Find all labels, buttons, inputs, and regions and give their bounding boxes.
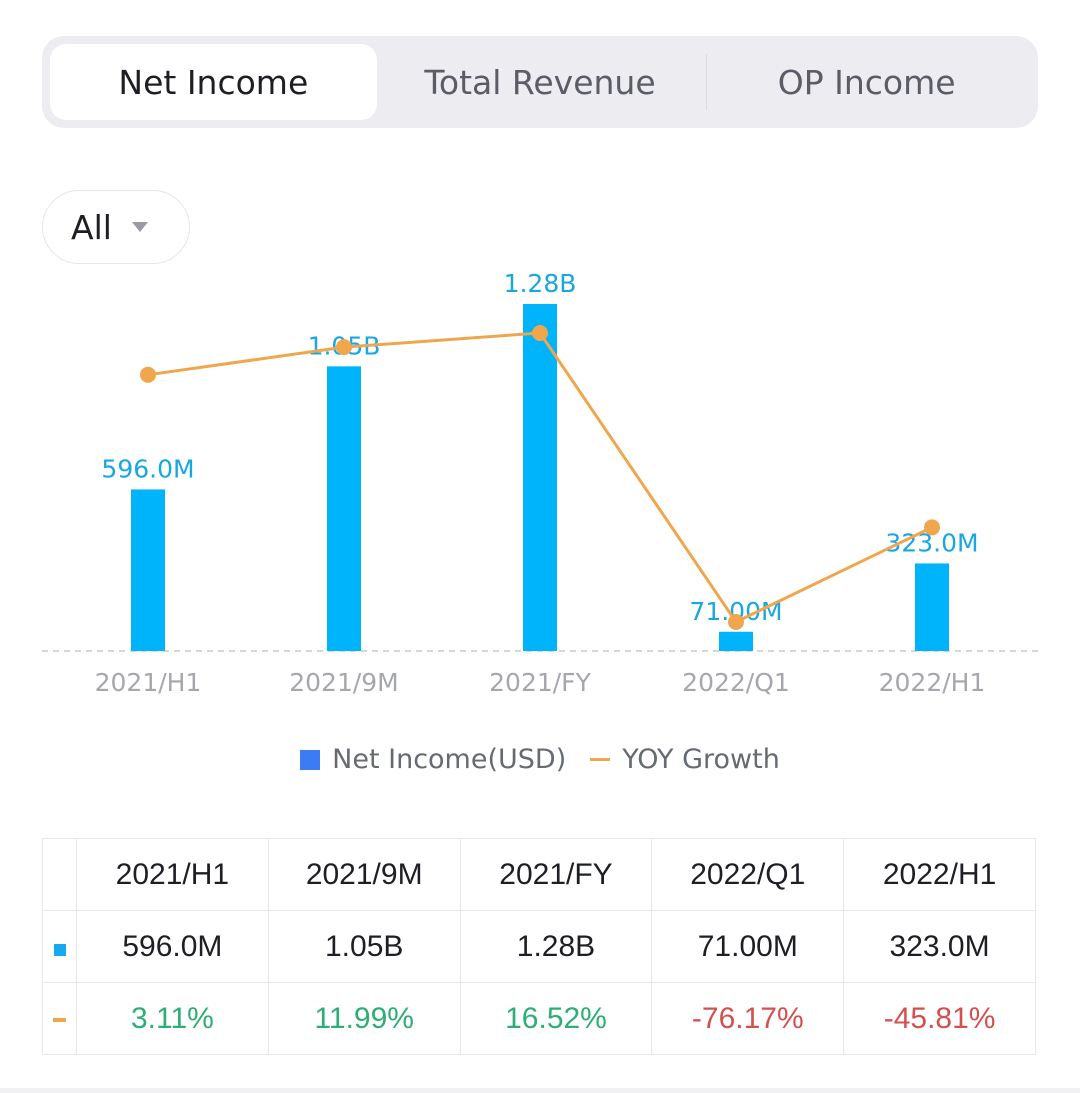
row-marker-cell [42,982,77,1055]
table-cell-growth: -76.17% [651,982,845,1055]
table-cell-growth: 3.11% [76,982,269,1055]
table-cell-growth: 11.99% [267,982,461,1055]
x-tick-label: 2021/H1 [95,668,202,697]
legend-bar-label: Net Income(USD) [332,744,567,775]
x-tick-label: 2022/Q1 [682,668,790,697]
x-tick-label: 2022/H1 [879,668,986,697]
table-header-cell: 2021/H1 [76,838,269,911]
table-cell-growth: -45.81% [843,982,1036,1055]
tab-divider [706,54,707,110]
table-cell: 596.0M [76,910,269,983]
table-cell-growth: 16.52% [459,982,653,1055]
table-header-cell: 2021/FY [459,838,653,911]
chevron-down-icon [131,222,148,232]
bar-mark [915,563,949,651]
table-header-cell: 2021/9M [267,838,461,911]
table-cell: 1.05B [267,910,461,983]
bar-mark [327,366,361,651]
bar-mark [719,631,753,651]
metric-tabs: Net Income Total Revenue OP Income [42,36,1038,128]
table-header-row: 2021/H1 2021/9M 2021/FY 2022/Q1 2022/H1 [42,838,1036,911]
yoy-point [532,325,548,341]
tab-total-revenue[interactable]: Total Revenue [424,62,656,102]
yoy-point [140,366,156,383]
bar-mark [131,489,165,651]
legend-item-net-income[interactable]: Net Income(USD) [300,744,566,775]
bar-series-marker-icon [53,943,66,956]
yoy-point [924,519,940,536]
table-cell: 323.0M [843,910,1036,983]
legend-item-yoy[interactable]: YOY Growth [590,744,780,775]
table-row-yoy-growth: 3.11% 11.99% 16.52% -76.17% -45.81% [42,982,1036,1055]
table-header-cell: 2022/Q1 [651,838,845,911]
tab-net-income[interactable]: Net Income [50,44,377,120]
table-row-net-income: 596.0M 1.05B 1.28B 71.00M 323.0M [42,910,1036,983]
data-table: 2021/H1 2021/9M 2021/FY 2022/Q1 2022/H1 … [42,838,1036,1055]
legend-line-label: YOY Growth [622,744,780,775]
table-header-cell: 2022/H1 [843,838,1036,911]
legend-bar-swatch [300,749,321,770]
net-income-chart: 596.0M2021/H11.05B2021/9M1.28B2021/FY71.… [42,269,1038,697]
legend-line-swatch [590,758,611,761]
row-marker-cell [42,910,77,983]
line-series-marker-icon [53,1017,66,1022]
chart-legend: Net Income(USD) YOY Growth [0,744,1080,775]
bar-mark [523,304,557,651]
x-tick-label: 2021/FY [489,668,591,697]
tab-op-income[interactable]: OP Income [777,62,956,102]
table-cell: 1.28B [459,910,653,983]
bar-data-label: 596.0M [101,454,194,483]
period-filter-label: All [71,207,112,247]
bottom-divider [0,1088,1080,1093]
period-filter-dropdown[interactable]: All [42,190,190,264]
table-corner-cell [42,838,77,911]
x-tick-label: 2021/9M [289,668,399,697]
yoy-point [728,614,744,630]
yoy-point [336,339,352,356]
table-cell: 71.00M [651,910,845,983]
bar-data-label: 1.28B [504,269,577,298]
